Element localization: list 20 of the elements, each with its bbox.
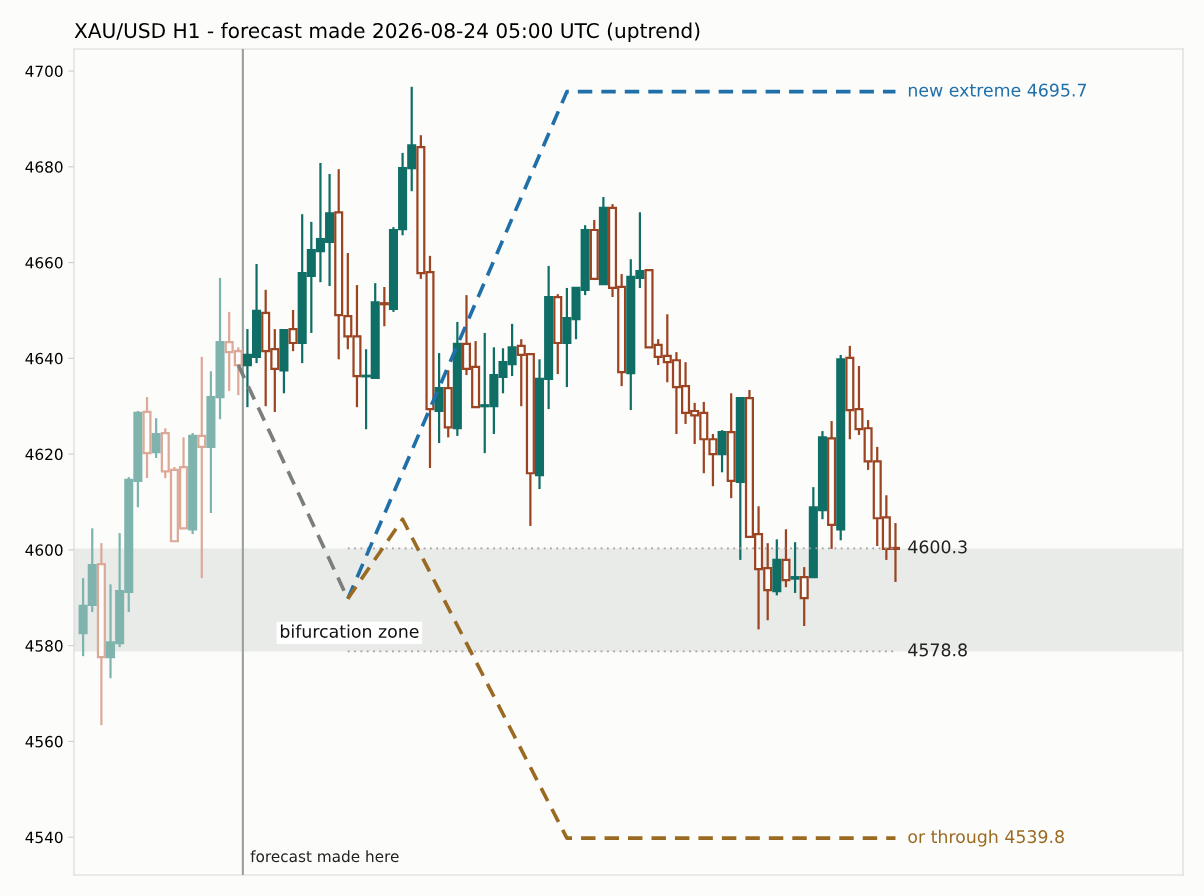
band-label: bifurcation zone	[280, 624, 419, 638]
annotation: 4600.3	[908, 540, 967, 554]
y-tick-label: 4700	[25, 65, 63, 78]
y-tick-label: 4540	[25, 831, 63, 844]
annotation: 4578.8	[908, 643, 967, 657]
candlestick	[197, 355, 207, 580]
candlestick	[96, 542, 106, 727]
annotation: forecast made here	[250, 850, 399, 863]
y-tick-label: 4640	[25, 352, 63, 365]
chart-title: XAU/USD H1 - forecast made 2026-08-24 05:00 UTC (uptrend)	[74, 22, 700, 43]
candlestick	[434, 351, 444, 445]
y-tick-label: 4680	[25, 161, 63, 173]
y-tick-label: 4580	[25, 640, 63, 652]
candlestick	[827, 419, 837, 551]
y-tick-label: 4660	[25, 257, 63, 269]
series-label: new extreme 4695.7	[908, 83, 1087, 97]
y-tick-label: 4600	[25, 544, 63, 556]
y-tick-label: 4620	[25, 448, 63, 461]
series-label: or through 4539.8	[908, 829, 1064, 847]
y-tick-label: 4560	[25, 735, 63, 748]
